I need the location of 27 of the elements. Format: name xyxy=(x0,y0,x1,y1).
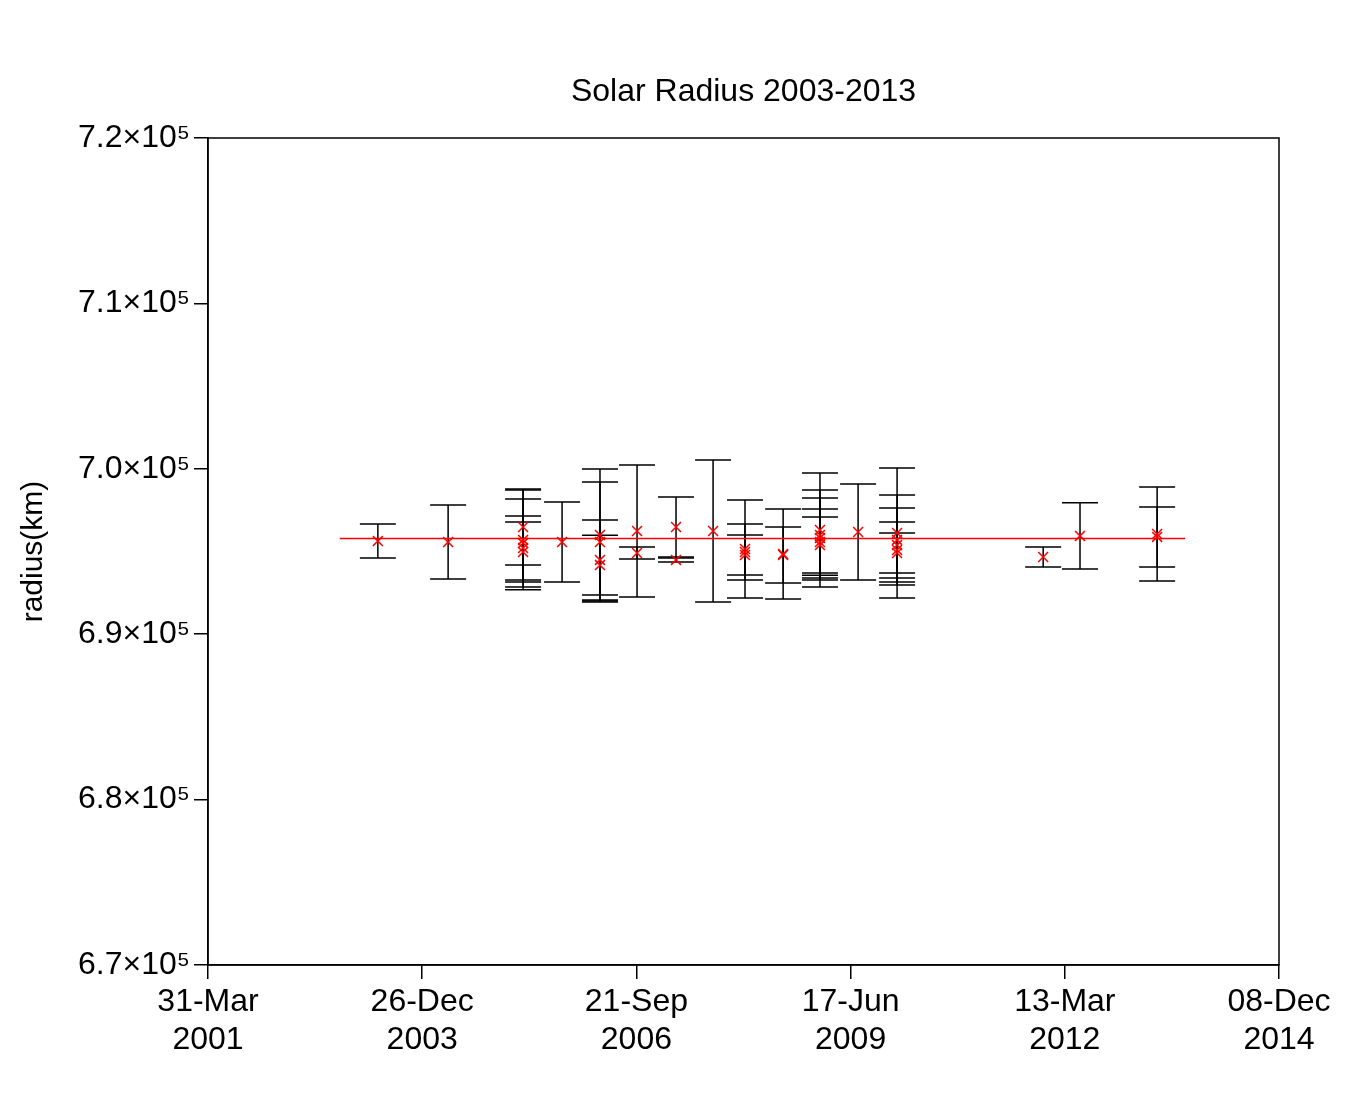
point xyxy=(670,521,682,533)
x-tick-label: 17-Jun 2009 xyxy=(801,982,900,1057)
y-tick-label: 7.0×10⁵ xyxy=(77,448,190,485)
point xyxy=(852,526,864,538)
y-tick-label: 7.2×10⁵ xyxy=(77,117,190,154)
point xyxy=(1037,551,1049,563)
y-tick-label: 6.9×10⁵ xyxy=(77,614,190,651)
y-tick-label: 6.8×10⁵ xyxy=(77,779,190,816)
x-tick-label: 21-Sep 2006 xyxy=(584,982,688,1057)
y-tick-label: 7.1×10⁵ xyxy=(77,283,190,320)
point xyxy=(594,554,606,566)
point xyxy=(556,536,568,548)
point xyxy=(707,525,719,537)
chart-title: Solar Radius 2003-2013 xyxy=(570,71,917,108)
x-tick-label: 13-Mar 2012 xyxy=(1014,982,1116,1057)
point xyxy=(631,547,643,559)
x-tick-label: 26-Dec 2003 xyxy=(370,982,474,1057)
point xyxy=(594,559,606,571)
point xyxy=(442,536,454,548)
point xyxy=(1074,530,1086,542)
point xyxy=(372,535,384,547)
point xyxy=(670,554,682,566)
y-axis-title: radius(km) xyxy=(15,480,49,623)
x-tick-label: 08-Dec 2014 xyxy=(1227,982,1331,1057)
point xyxy=(631,525,643,537)
x-tick-label: 31-Mar 2001 xyxy=(157,982,260,1057)
y-tick-label: 6.7×10⁵ xyxy=(77,944,190,981)
